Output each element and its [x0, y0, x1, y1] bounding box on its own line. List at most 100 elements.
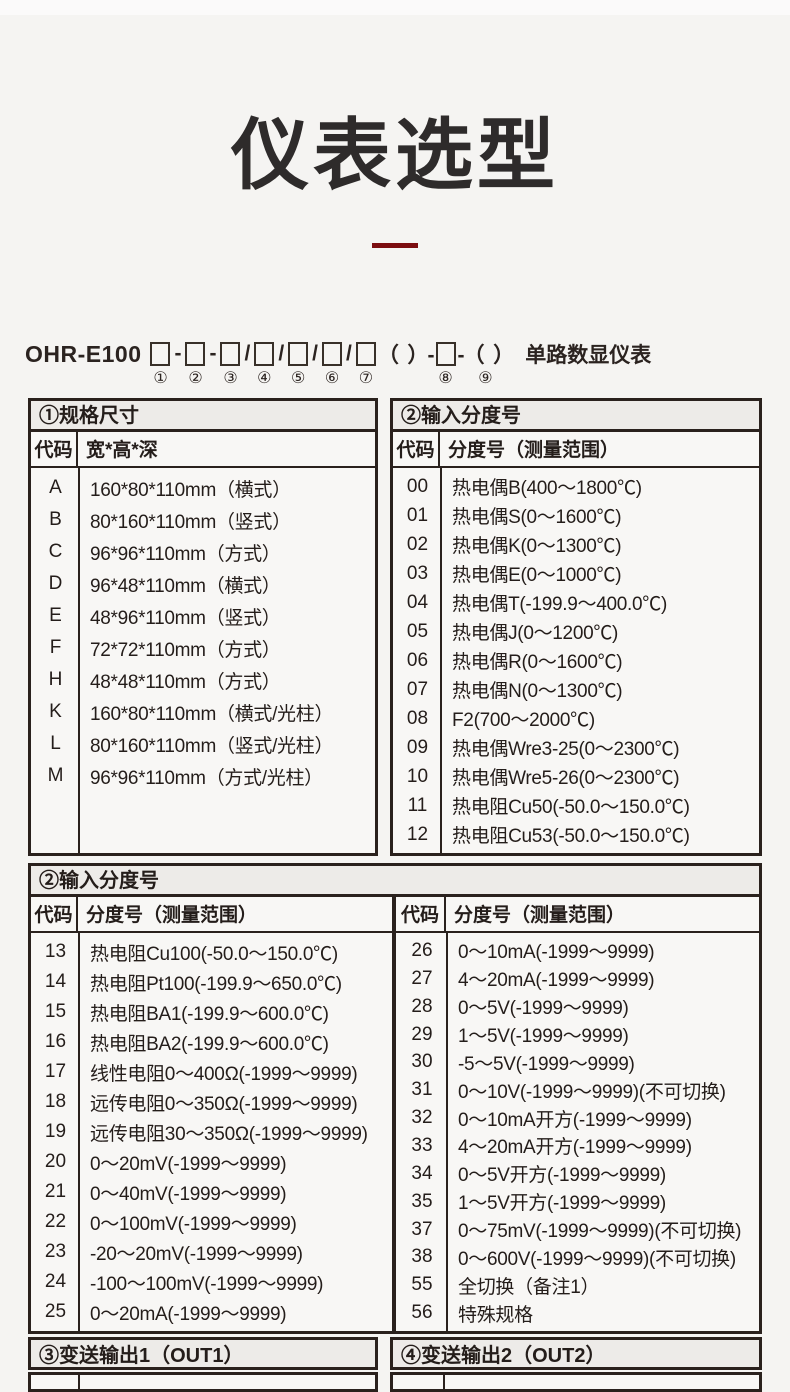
row-code: 17 — [44, 1061, 67, 1082]
row-desc: 160*80*110mm（横式/光柱） — [90, 703, 334, 725]
model-code-line: OHR-E100 ① - ② - ③ / ④ / ⑤ / ⑥ / — [25, 340, 790, 388]
table-row: 33 4～20mA开方(-1999～9999) — [396, 1132, 759, 1160]
table-row: 16 热电阻BA2(-199.9～600.0℃) — [31, 1027, 392, 1057]
table-row: 06 热电偶R(0～1600℃) — [393, 646, 759, 675]
model-separator: - — [174, 342, 182, 365]
row-code: 09 — [406, 736, 429, 758]
code-box-icon — [288, 342, 309, 366]
field-number: ⑨ — [478, 370, 493, 387]
spec-size-table-body: A 160*80*110mm（横式） B 80*160*110mm（竖式） C … — [31, 468, 375, 853]
row-desc: 48*48*110mm（方式） — [90, 671, 281, 693]
model-separator: - — [209, 342, 217, 365]
row-code: E — [49, 605, 62, 626]
row-desc: 热电偶S(0～1600℃) — [452, 507, 622, 528]
row-code: 07 — [406, 678, 429, 700]
row-code: B — [49, 509, 62, 530]
row-code: 22 — [44, 1211, 67, 1232]
row-desc: 80*160*110mm（竖式） — [90, 511, 291, 533]
row-desc: 热电偶Wre5-26(0～2300℃) — [452, 768, 680, 789]
code-box-icon — [254, 342, 275, 366]
row-code: 00 — [406, 475, 429, 497]
spec-size-table: ①规格尺寸 代码 宽*高*深 A 160*80*110mm（横式） B 80*1… — [28, 398, 378, 856]
field-number: ⑤ — [291, 370, 306, 387]
row-desc: 热电阻Cu50(-50.0～150.0℃) — [452, 797, 690, 818]
row-code: 37 — [411, 1218, 433, 1240]
row-desc: 热电偶B(400～1800℃) — [452, 478, 642, 499]
row-code: 06 — [406, 649, 429, 671]
row-code: 34 — [411, 1162, 433, 1184]
table-row: 13 热电阻Cu100(-50.0～150.0℃) — [31, 937, 392, 967]
row-desc: 热电阻Cu100(-50.0～150.0℃) — [90, 943, 338, 965]
model-field-9: -（ ） ⑨ — [457, 344, 515, 387]
row-code: 31 — [411, 1079, 433, 1101]
code-box-icon — [185, 342, 206, 366]
table-row: 27 4～20mA(-1999～9999) — [396, 965, 759, 993]
row-code: 29 — [411, 1023, 433, 1045]
row-code: 14 — [44, 971, 67, 992]
table-row: 18 远传电阻0～350Ω(-1999～9999) — [31, 1087, 392, 1117]
input-range-table-1-body: 00 热电偶B(400～1800℃) 01 热电偶S(0～1600℃) 02 热… — [393, 468, 759, 853]
row-code: 04 — [406, 591, 429, 613]
row-desc: 热电阻Pt100(-199.9～650.0℃) — [90, 973, 342, 995]
table-row: H 48*48*110mm（方式） — [31, 664, 375, 696]
row-desc: 0～10mA开方(-1999～9999) — [458, 1109, 692, 1131]
row-code: F — [49, 637, 62, 658]
table-row: 11 热电阻Cu50(-50.0～150.0℃) — [393, 791, 759, 820]
table-row: D 96*48*110mm（横式） — [31, 568, 375, 600]
row-code: 03 — [406, 562, 429, 584]
out2-table-header: ④变送输出2（OUT2） — [390, 1337, 762, 1370]
model-separator: / — [278, 342, 285, 365]
model-separator: / — [244, 342, 251, 365]
row-desc: 0～40mV(-1999～9999) — [90, 1183, 287, 1205]
column-size: 宽*高*深 — [86, 440, 158, 461]
out1-table-header: ③变送输出1（OUT1） — [28, 1337, 378, 1370]
section-spec-and-input: ①规格尺寸 代码 宽*高*深 A 160*80*110mm（横式） B 80*1… — [28, 398, 762, 856]
row-code: 08 — [406, 707, 429, 729]
row-desc: 远传电阻0～350Ω(-1999～9999) — [90, 1093, 358, 1115]
table-row: 12 热电阻Cu53(-50.0～150.0℃) — [393, 820, 759, 849]
row-desc: 热电偶Wre3-25(0～2300℃) — [452, 739, 680, 760]
table-row: 07 热电偶N(0～1300℃) — [393, 675, 759, 704]
table-row: E 48*96*110mm（竖式） — [31, 600, 375, 632]
page-top-strip — [0, 0, 790, 15]
table-row: 32 0～10mA开方(-1999～9999) — [396, 1104, 759, 1132]
row-desc: 全切换（备注1） — [458, 1276, 600, 1298]
table-row: 02 热电偶K(0～1300℃) — [393, 530, 759, 559]
input-range-table-1-header: ②输入分度号 — [393, 401, 759, 432]
table-row: 00 热电偶B(400～1800℃) — [393, 472, 759, 501]
row-desc: 特殊规格 — [458, 1304, 533, 1326]
row-desc: 4～20mA开方(-1999～9999) — [458, 1137, 692, 1159]
field-number: ③ — [223, 370, 238, 387]
table-row: 25 0～20mA(-1999～9999) — [31, 1297, 392, 1327]
table-row: 26 0～10mA(-1999～9999) — [396, 937, 759, 965]
row-code: 24 — [44, 1271, 67, 1292]
row-desc: -20～20mV(-1999～9999) — [90, 1243, 303, 1265]
section-transmit-output: ③变送输出1（OUT1） ④变送输出2（OUT2） — [28, 1337, 762, 1392]
row-desc: 0～600V(-1999～9999)(不可切换) — [458, 1248, 736, 1270]
row-code: 26 — [411, 939, 433, 961]
model-separator: / — [346, 342, 352, 365]
table-row: 09 热电偶Wre3-25(0～2300℃) — [393, 733, 759, 762]
input-range-table-2: ②输入分度号 代码 分度号（测量范围） 13 热电阻Cu100(-50.0～15… — [28, 863, 762, 1334]
table-row: 35 1～5V开方(-1999～9999) — [396, 1188, 759, 1216]
row-code: L — [50, 733, 61, 754]
input-range-table-2-left: 代码 分度号（测量范围） 13 热电阻Cu100(-50.0～150.0℃) 1… — [31, 897, 392, 1331]
row-desc: 热电偶K(0～1300℃) — [452, 536, 622, 557]
table-row: 01 热电偶S(0～1600℃) — [393, 501, 759, 530]
table-row: 10 热电偶Wre5-26(0～2300℃) — [393, 762, 759, 791]
code-box-icon — [220, 342, 241, 366]
row-code: 05 — [406, 620, 429, 642]
row-desc: 0～5V开方(-1999～9999) — [458, 1165, 666, 1187]
model-field-7: ⑦ — [355, 340, 376, 388]
table-row: 29 1～5V(-1999～9999) — [396, 1021, 759, 1049]
table-row: 03 热电偶E(0～1000℃) — [393, 559, 759, 588]
row-code: 02 — [406, 533, 429, 555]
table-row: 15 热电阻BA1(-199.9～600.0℃) — [31, 997, 392, 1027]
table-row: 22 0～100mV(-1999～9999) — [31, 1207, 392, 1237]
table-row: M 96*96*110mm（方式/光柱） — [31, 760, 375, 792]
input-range-table-1-columns: 代码 分度号（测量范围） — [393, 432, 759, 468]
out2-table-clipped — [390, 1372, 762, 1392]
model-suffix: 单路数显仪表 — [525, 344, 652, 367]
row-desc: 80*160*110mm（竖式/光柱） — [90, 735, 334, 757]
row-code: 28 — [411, 995, 433, 1017]
